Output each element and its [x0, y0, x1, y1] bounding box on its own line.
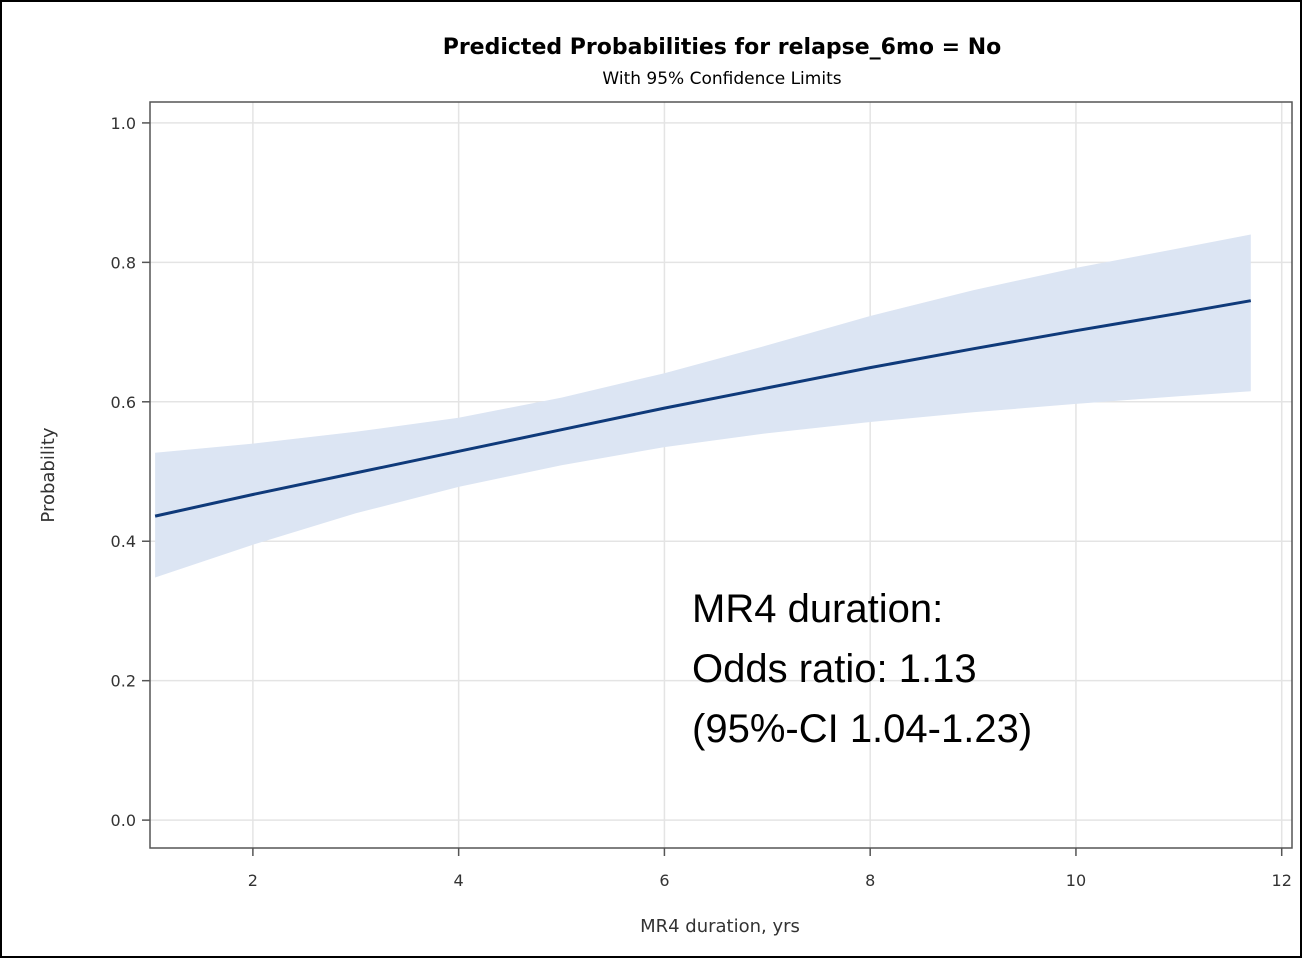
annotation-line-3: (95%-CI 1.04-1.23) — [692, 707, 1032, 751]
plot-border — [149, 101, 1293, 849]
confidence-band — [155, 234, 1251, 578]
prediction-line — [154, 299, 1252, 518]
y-tick-label-0.8: 0.8 — [111, 253, 136, 272]
y-tick-label-1.0: 1.0 — [111, 114, 136, 133]
annotation-line-1: MR4 duration: — [692, 587, 943, 631]
x-tick-label-10: 10 — [1066, 871, 1086, 890]
x-tick-label-6: 6 — [659, 871, 669, 890]
x-axis-label: MR4 duration, yrs — [640, 916, 800, 937]
y-tick-label-0.4: 0.4 — [111, 532, 136, 551]
axis-ticks: 2 4 6 8 10 12 0.0 0.2 0.4 0.6 0.8 1.0 — [111, 114, 1292, 890]
x-tick-label-12: 12 — [1272, 871, 1292, 890]
y-tick-label-0.0: 0.0 — [111, 811, 136, 830]
chart-subtitle: With 95% Confidence Limits — [602, 69, 841, 89]
x-tick-label-4: 4 — [454, 871, 464, 890]
annotation-line-2: Odds ratio: 1.13 — [692, 647, 977, 691]
chart-title: Predicted Probabilities for relapse_6mo … — [443, 35, 1002, 60]
y-tick-label-0.6: 0.6 — [111, 393, 136, 412]
y-tick-label-0.2: 0.2 — [111, 672, 136, 691]
x-tick-label-8: 8 — [865, 871, 875, 890]
x-tick-label-2: 2 — [248, 871, 258, 890]
y-axis-label: Probability — [38, 427, 59, 522]
